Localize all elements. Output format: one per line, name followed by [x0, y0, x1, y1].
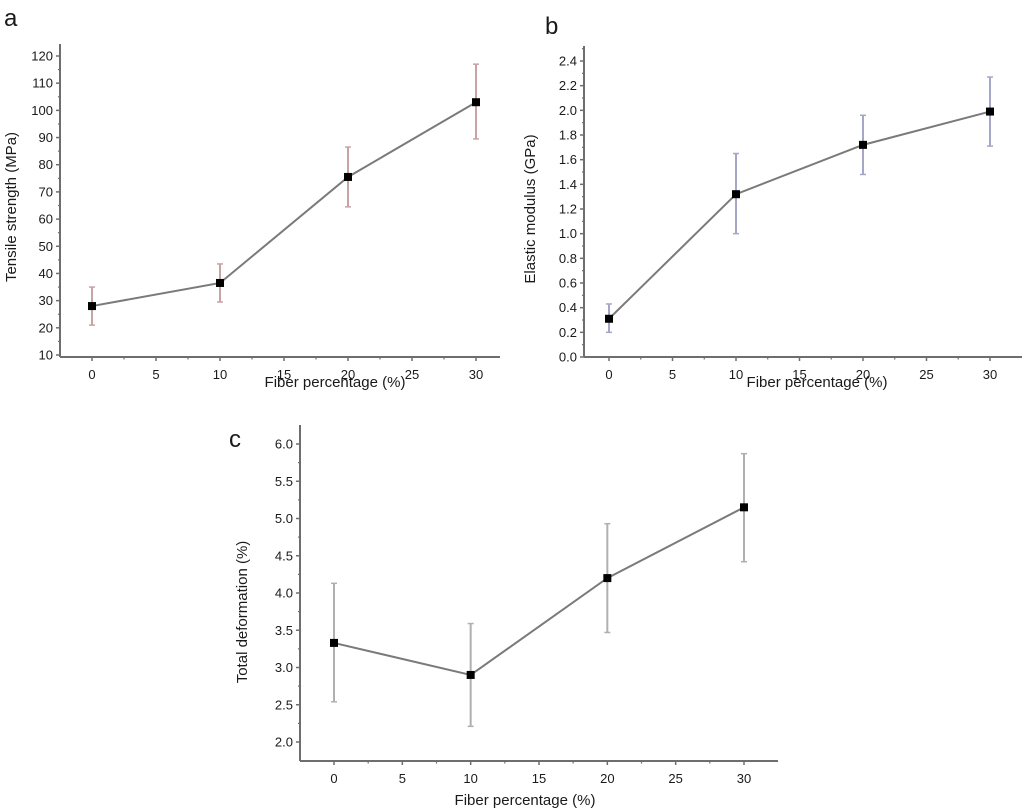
y-tick-label: 80 [39, 157, 53, 172]
series-line [608, 110, 991, 320]
x-axis-title-b: Fiber percentage (%) [747, 374, 888, 391]
y-tick-label: 50 [39, 239, 53, 254]
plot-area-a: 10 20 30 40 50 60 70 80 90 100 110 120 0 5 10 15 20 25 30 [31, 44, 500, 382]
x-tick-label: 25 [668, 771, 682, 786]
panel-b-elastic-modulus: b Fiber percentage (%) Elastic modulus (… [522, 13, 1022, 391]
x-tick-label: 15 [277, 367, 291, 382]
data-point-marker [740, 503, 748, 512]
y-tick-label: 2.4 [559, 54, 577, 69]
panel-label-b: b [545, 13, 558, 40]
data-point-marker [472, 98, 480, 107]
y-tick-label: 30 [39, 293, 53, 308]
x-tick-label: 30 [983, 367, 997, 382]
x-tick-label: 30 [737, 771, 751, 786]
x-tick-label: 20 [600, 771, 614, 786]
x-axis-title-c: Fiber percentage (%) [455, 792, 596, 809]
y-tick-label: 100 [31, 103, 53, 118]
y-tick-label: 5.0 [275, 511, 293, 526]
x-tick-label: 10 [729, 367, 743, 382]
data-point-marker [344, 172, 352, 181]
y-tick-label: 1.2 [559, 202, 577, 217]
y-tick-label: 2.5 [275, 697, 293, 712]
x-tick-label: 10 [463, 771, 477, 786]
x-tick-label: 15 [532, 771, 546, 786]
data-point-marker [605, 314, 613, 323]
y-tick-label: 40 [39, 266, 53, 281]
data-point-marker [859, 140, 867, 149]
y-tick-label: 1.0 [559, 226, 577, 241]
data-point-marker [732, 190, 740, 199]
y-tick-label: 60 [39, 212, 53, 227]
x-tick-label: 25 [405, 367, 419, 382]
x-tick-label: 5 [152, 367, 159, 382]
y-tick-label: 2.0 [275, 735, 293, 750]
y-tick-label: 0.4 [559, 300, 577, 315]
data-point-marker [466, 670, 475, 679]
plot-area-c: 2.0 2.5 3.0 3.5 4.0 4.5 5.0 5.5 6.0 0 5 10 15 20 25 30 [275, 425, 778, 786]
x-tick-label: 5 [399, 771, 406, 786]
x-tick-label: 25 [919, 367, 933, 382]
y-axis-title-b: Elastic modulus (GPa) [522, 134, 539, 283]
y-tick-label: 1.6 [559, 152, 577, 167]
y-tick-label: 3.5 [275, 623, 293, 638]
x-tick-label: 0 [330, 771, 337, 786]
y-tick-label: 2.0 [559, 103, 577, 118]
y-tick-label: 0.8 [559, 251, 577, 266]
y-tick-label: 5.5 [275, 474, 293, 489]
y-tick-label: 70 [39, 184, 53, 199]
panel-label-c: c [229, 426, 241, 453]
x-tick-label: 20 [856, 367, 870, 382]
y-tick-label: 20 [39, 320, 53, 335]
x-tick-label: 0 [88, 367, 95, 382]
y-tick-label: 6.0 [275, 437, 293, 452]
y-tick-label: 4.0 [275, 586, 293, 601]
data-point-marker [88, 302, 96, 311]
data-point-marker [216, 278, 224, 287]
y-tick-label: 0.6 [559, 276, 577, 291]
panel-label-a: a [4, 5, 18, 32]
y-tick-label: 0.2 [559, 325, 577, 340]
series-line [333, 506, 745, 677]
panel-c-total-deformation: c Fiber percentage (%) Total deformation… [229, 425, 778, 809]
data-point-marker [330, 638, 338, 647]
data-point-marker [603, 574, 612, 583]
y-tick-label: 0.0 [559, 350, 577, 365]
x-tick-label: 30 [469, 367, 483, 382]
y-axis-title-a: Tensile strength (MPa) [3, 132, 20, 282]
x-tick-label: 5 [669, 367, 676, 382]
panel-a-tensile-strength: a Fiber percentage (%) Tensile strength … [3, 5, 500, 391]
x-tick-label: 15 [792, 367, 806, 382]
x-tick-label: 0 [605, 367, 612, 382]
y-tick-label: 110 [32, 76, 53, 91]
y-tick-label: 120 [31, 49, 53, 64]
series-line [91, 101, 477, 308]
y-tick-label: 3.0 [275, 660, 293, 675]
y-tick-label: 2.2 [559, 78, 577, 93]
x-tick-label: 20 [341, 367, 355, 382]
y-axis-title-c: Total deformation (%) [234, 541, 251, 684]
y-tick-label: 4.5 [275, 548, 293, 563]
y-tick-label: 10 [39, 348, 53, 363]
data-point-marker [986, 107, 994, 116]
y-tick-label: 1.8 [559, 128, 577, 143]
x-tick-label: 10 [213, 367, 227, 382]
plot-area-b: 0.0 0.2 0.4 0.6 0.8 1.0 1.2 1.4 1.6 1.8 2.0 2.2 2.4 0… [559, 46, 1022, 382]
y-tick-label: 1.4 [559, 177, 577, 192]
y-tick-label: 90 [39, 130, 53, 145]
x-axis-title-a: Fiber percentage (%) [265, 374, 406, 391]
